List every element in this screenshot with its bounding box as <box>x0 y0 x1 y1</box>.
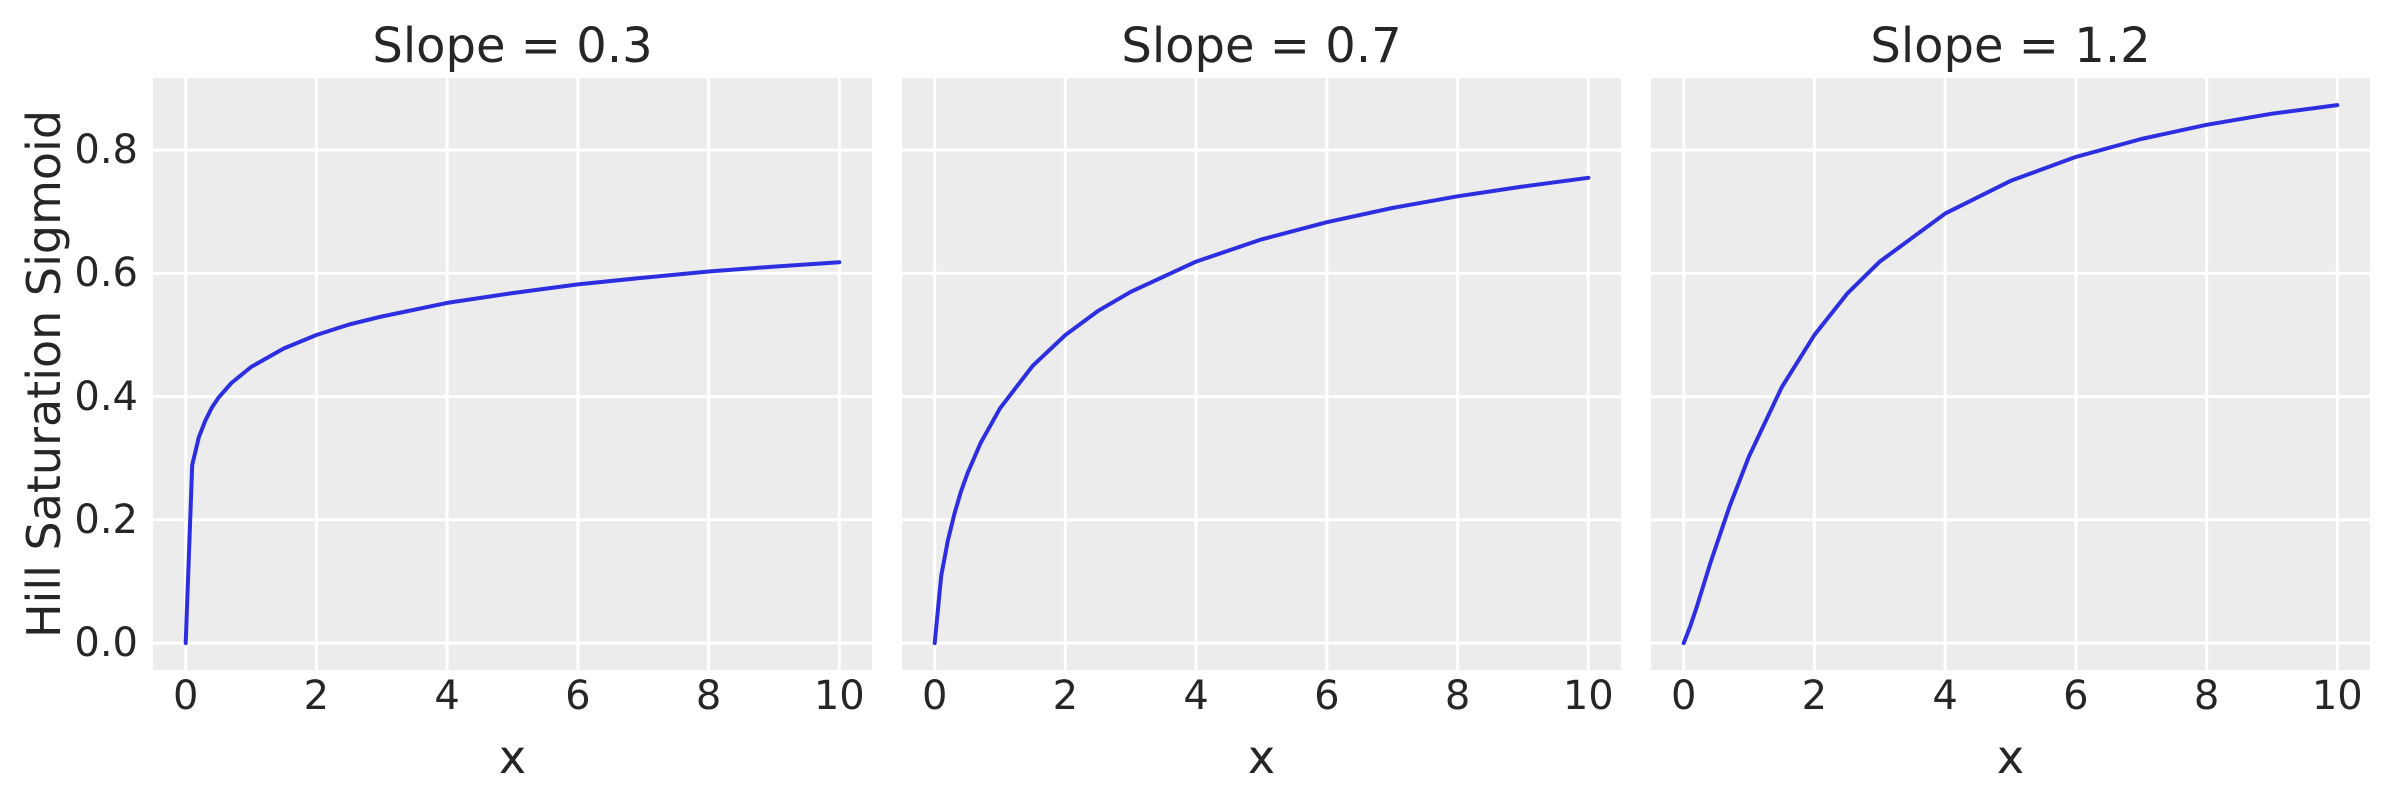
x-tick-label: 6 <box>565 673 591 719</box>
y-tick-label: 0.8 <box>74 127 138 174</box>
x-tick-label: 4 <box>434 673 460 719</box>
x-tick-label: 2 <box>303 673 330 719</box>
x-tick-label: 4 <box>1932 673 1958 719</box>
x-tick-label: 6 <box>1314 673 1340 719</box>
x-tick-label: 0 <box>1670 673 1697 719</box>
x-tick-label: 8 <box>2193 673 2220 719</box>
subplot-slope-1-2: Slope = 1.2 x 0 2 4 6 8 10 <box>1651 22 2370 780</box>
y-tick-label: 0.0 <box>74 620 138 667</box>
y-tick-label: 0.4 <box>74 373 138 420</box>
x-tick-label: 0 <box>921 673 948 719</box>
x-tick-label: 2 <box>1052 673 1079 719</box>
hill-curve <box>1681 103 2340 646</box>
subplot-title: Slope = 0.7 <box>1121 18 1402 74</box>
plot-area <box>153 78 872 670</box>
x-axis-label: x <box>1247 730 1276 784</box>
y-tick-label: 0.2 <box>74 496 138 543</box>
plot-area <box>1651 78 2370 670</box>
subplot-slope-0-3: Slope = 0.3 x 0 2 4 6 8 10 0.0 0.2 0.4 0.6 0.8 <box>74 22 872 780</box>
plot-area <box>902 78 1621 670</box>
subplot-title: Slope = 1.2 <box>1870 18 2151 74</box>
subplot-title: Slope = 0.3 <box>372 18 653 74</box>
x-axis-label: x <box>498 730 527 784</box>
x-tick-label: 8 <box>695 673 722 719</box>
x-axis-label: x <box>1996 730 2025 784</box>
x-tick-label: 8 <box>1444 673 1471 719</box>
hill-curve <box>932 175 1591 646</box>
subplot-slope-0-7: Slope = 0.7 x 0 2 4 6 8 10 <box>902 22 1621 780</box>
x-tick-label: 10 <box>1562 673 1614 719</box>
y-tick-label: 0.6 <box>74 250 138 297</box>
x-tick-label: 10 <box>813 673 865 719</box>
x-tick-label: 4 <box>1183 673 1209 719</box>
y-axis-label: Hill Saturation Sigmoid <box>17 109 71 639</box>
x-tick-label: 0 <box>172 673 199 719</box>
x-tick-label: 10 <box>2311 673 2363 719</box>
x-tick-label: 2 <box>1801 673 1828 719</box>
x-tick-label: 6 <box>2063 673 2089 719</box>
hill-curve <box>183 260 842 646</box>
